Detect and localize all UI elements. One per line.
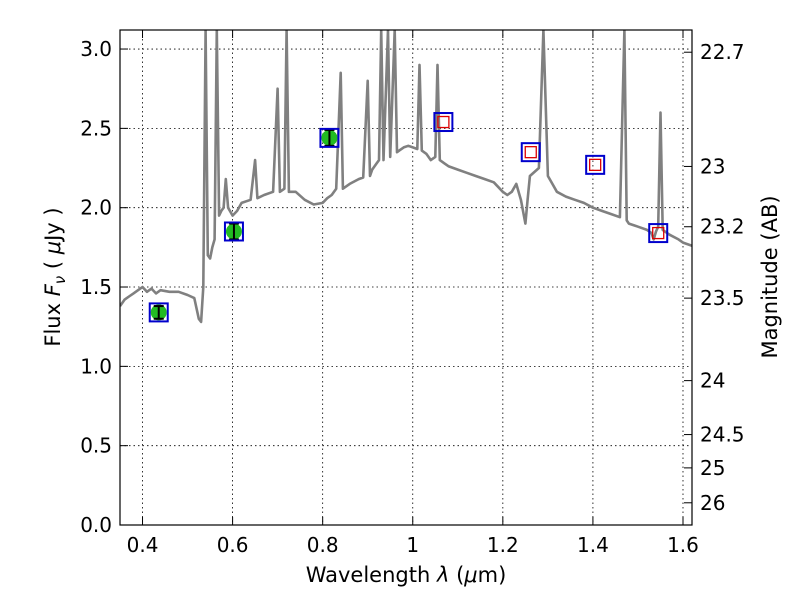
photometry-box	[648, 223, 669, 244]
y2-tick-label: 24.5	[700, 423, 745, 447]
x-tick-label: 0.4	[127, 533, 159, 557]
y-tick-label: 1.0	[80, 354, 112, 378]
photometry-markers	[148, 112, 669, 323]
model-point-square	[589, 158, 602, 172]
photometry-box	[433, 112, 454, 133]
x-tick-label: 1.2	[487, 533, 519, 557]
y-tick-label: 2.5	[80, 116, 112, 140]
photometry-box	[223, 221, 244, 242]
model-point-square	[524, 146, 537, 159]
model-point-square	[652, 226, 665, 240]
x-axis-label: Wavelength λ (μm)	[306, 563, 507, 587]
y2-tick-label: 24	[700, 369, 725, 393]
plot-area	[120, 30, 692, 324]
x-tick-label: 1	[406, 533, 419, 557]
y2-tick-label: 22.7	[700, 40, 745, 64]
spectrum-line	[120, 30, 692, 324]
y2-tick-label: 23	[700, 154, 725, 178]
model-photometry-point	[585, 154, 606, 175]
observed-photometry-point	[148, 302, 169, 323]
y-axis: 0.0 0.5 1.0 1.5 2.0 2.5 3.0	[80, 37, 128, 537]
observed-photometry-point	[223, 221, 244, 242]
y2-tick-label: 23.5	[700, 286, 745, 310]
model-photometry-point	[433, 112, 454, 133]
model-photometry-point	[648, 223, 669, 244]
y-tick-label: 0.5	[80, 434, 112, 458]
x-tick-label: 0.8	[307, 533, 339, 557]
y2-axis: 22.7 23 23.2 23.5 24 24.5 25 26	[684, 40, 745, 515]
photometry-box	[319, 127, 340, 148]
plot-frame	[119, 29, 693, 526]
photometry-box	[585, 154, 606, 175]
y2-tick-label: 26	[700, 491, 725, 515]
y-axis-label: Flux Fν ( μJy )	[41, 207, 69, 346]
y-tick-label: 2.0	[80, 196, 112, 220]
y-tick-label: 0.0	[80, 513, 112, 537]
x-axis: 0.4 0.6 0.8 1 1.2 1.4 1.6	[127, 30, 699, 557]
y-tick-label: 3.0	[80, 37, 112, 61]
y2-tick-label: 23.2	[700, 215, 745, 239]
x-tick-label: 1.6	[667, 533, 699, 557]
photometry-box	[148, 302, 169, 323]
y2-axis-label: Magnitude (AB)	[758, 195, 782, 358]
model-photometry-point	[520, 142, 541, 163]
observed-photometry-point	[319, 127, 340, 148]
x-tick-label: 0.6	[217, 533, 249, 557]
photometry-box	[520, 142, 541, 163]
y-tick-label: 1.5	[80, 275, 112, 299]
x-tick-label: 1.4	[577, 533, 609, 557]
y2-tick-label: 25	[700, 456, 725, 480]
model-point-square	[437, 115, 450, 129]
